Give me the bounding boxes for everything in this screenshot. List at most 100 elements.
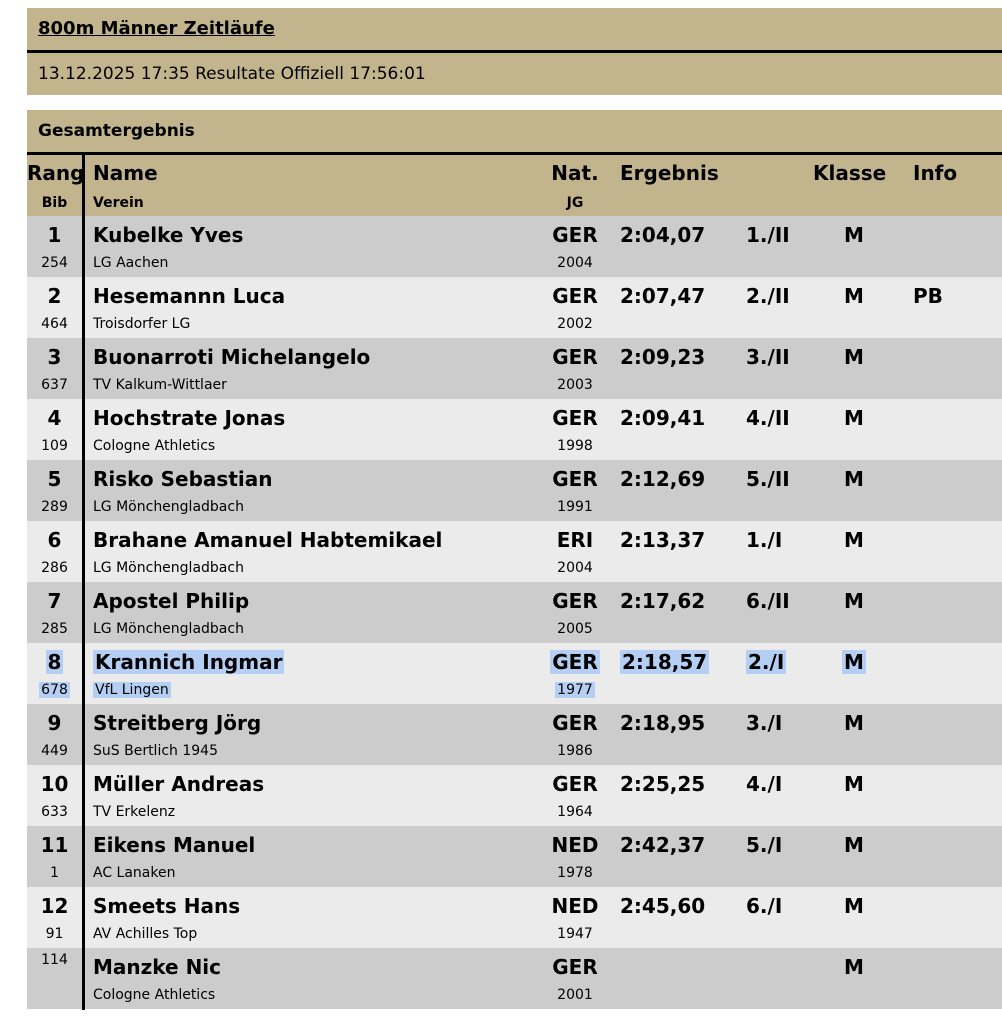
athlete-name-text: Krannich Ingmar: [93, 650, 285, 674]
athlete-name: Apostel Philip: [93, 589, 250, 613]
club: Cologne Athletics: [93, 987, 216, 1003]
athlete-name: Kubelke Yves: [93, 223, 244, 247]
class: M: [844, 955, 864, 979]
class: M: [844, 284, 864, 308]
class-rank: 6./II: [746, 589, 790, 613]
nationality: GER: [552, 711, 598, 735]
rank: 11: [40, 833, 69, 857]
nationality-text: GER: [550, 650, 600, 674]
event-title-bar: 800m Männer Zeitläufe: [27, 8, 1002, 53]
class: M: [844, 833, 864, 857]
bib: 1: [50, 865, 59, 881]
club: VfL Lingen: [93, 682, 171, 698]
bib: 289: [41, 499, 68, 515]
class-text: M: [842, 650, 866, 674]
table-row: 9 449 Streitberg Jörg SuS Bertlich 1945 GER 1…: [27, 704, 1002, 765]
table-row: 8 678 Krannich Ingmar VfL Lingen GER 1977 2:18…: [27, 643, 1002, 704]
class: M: [817, 650, 891, 674]
nationality: NED: [551, 894, 599, 918]
class-rank: 2./I: [746, 650, 787, 674]
class: M: [844, 528, 864, 552]
birth-year: 1998: [557, 438, 593, 454]
club: LG Mönchengladbach: [93, 621, 244, 637]
athlete-name: Krannich Ingmar: [93, 650, 285, 674]
class: M: [844, 223, 864, 247]
result: 2:12,69: [620, 467, 706, 491]
header-ergebnis: Ergebnis: [620, 161, 719, 185]
table-row: 6 286 Brahane Amanuel Habtemikael LG Mönche…: [27, 521, 1002, 582]
rank: 1: [47, 223, 62, 247]
bib: 109: [41, 438, 68, 454]
athlete-name: Smeets Hans: [93, 894, 241, 918]
birth-year: 1986: [557, 743, 593, 759]
nationality: GER: [552, 955, 598, 979]
club: Cologne Athletics: [93, 438, 216, 454]
athlete-name: Buonarroti Michelangelo: [93, 345, 371, 369]
rank-text: 8: [45, 650, 64, 674]
event-title-link[interactable]: 800m Männer Zeitläufe: [38, 18, 275, 39]
nationality: GER: [552, 467, 598, 491]
birth-year: 1978: [557, 865, 593, 881]
bib: 114: [41, 952, 68, 968]
class-rank: 1./II: [746, 223, 790, 247]
class-rank: 4./II: [746, 406, 790, 430]
table-row: 3 637 Buonarroti Michelangelo TV Kalkum-Wit…: [27, 338, 1002, 399]
birth-year: 2003: [557, 377, 593, 393]
birth-year: 2004: [557, 560, 593, 576]
birth-year: 2001: [557, 987, 593, 1003]
club: LG Aachen: [93, 255, 169, 271]
class: M: [844, 772, 864, 796]
club: AC Lanaken: [93, 865, 176, 881]
table-row: 5 289 Risko Sebastian LG Mönchengladbach GER…: [27, 460, 1002, 521]
result-text: 2:18,57: [620, 650, 710, 674]
nationality: GER: [552, 345, 598, 369]
table-row: 7 285 Apostel Philip LG Mönchengladbach GER 2…: [27, 582, 1002, 643]
athlete-name: Hochstrate Jonas: [93, 406, 286, 430]
table-row: 1 254 Kubelke Yves LG Aachen GER 2004 2:04,07 1…: [27, 216, 1002, 277]
class-rank: 3./I: [746, 711, 783, 735]
result: 2:45,60: [620, 894, 706, 918]
rank: 8: [27, 650, 82, 674]
nationality: GER: [552, 772, 598, 796]
event-subtitle-bar: 13.12.2025 17:35 Resultate Offiziell 17:…: [27, 53, 1002, 95]
club: LG Mönchengladbach: [93, 499, 244, 515]
header-klasse: Klasse: [813, 161, 887, 185]
result: 2:07,47: [620, 284, 706, 308]
nationality: NED: [551, 833, 599, 857]
athlete-name: Manzke Nic: [93, 955, 222, 979]
athlete-name: Eikens Manuel: [93, 833, 256, 857]
column-divider: [82, 155, 85, 1010]
bib: 91: [45, 926, 64, 942]
club: LG Mönchengladbach: [93, 560, 244, 576]
event-subtitle: 13.12.2025 17:35 Resultate Offiziell 17:…: [38, 64, 426, 84]
header-jg: JG: [566, 195, 584, 211]
athlete-name: Risko Sebastian: [93, 467, 273, 491]
header-verein: Verein: [93, 195, 144, 211]
class: M: [844, 406, 864, 430]
birth-year: 1964: [557, 804, 593, 820]
club: TV Kalkum-Wittlaer: [93, 377, 227, 393]
class: M: [844, 711, 864, 735]
class-rank: 5./I: [746, 833, 783, 857]
header-nat: Nat.: [551, 161, 599, 185]
result: 2:17,62: [620, 589, 706, 613]
rank: 7: [47, 589, 62, 613]
athlete-name: Müller Andreas: [93, 772, 265, 796]
result: 2:09,41: [620, 406, 706, 430]
club: SuS Bertlich 1945: [93, 743, 218, 759]
bib: 633: [41, 804, 68, 820]
result: 2:13,37: [620, 528, 706, 552]
table-header: Rang Bib Name Verein Nat. JG Ergebnis Kl…: [27, 155, 1002, 216]
bib: 449: [41, 743, 68, 759]
bib: 285: [41, 621, 68, 637]
club-text: VfL Lingen: [93, 682, 171, 698]
nationality: GER: [552, 406, 598, 430]
class: M: [844, 894, 864, 918]
header-bib: Bib: [41, 195, 68, 211]
result: 2:18,57: [620, 650, 710, 674]
class: M: [844, 345, 864, 369]
nationality: GER: [547, 650, 603, 674]
class-rank: 2./II: [746, 284, 790, 308]
athlete-name: Hesemannn Luca: [93, 284, 286, 308]
class-rank: 3./II: [746, 345, 790, 369]
